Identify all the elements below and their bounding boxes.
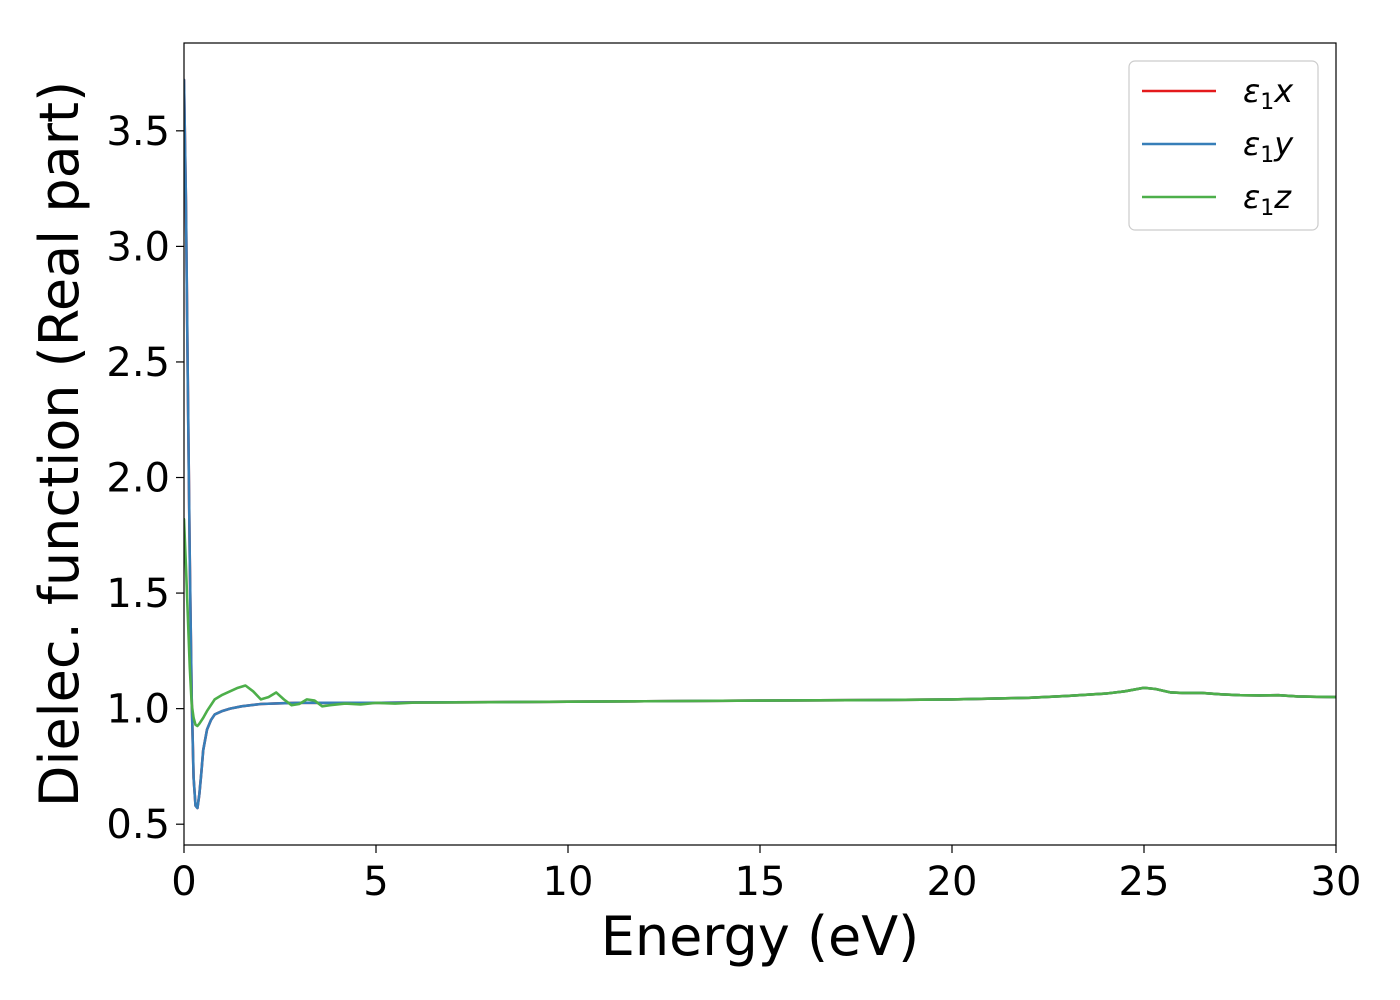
y-tick-label: 2.0 [106,456,170,502]
x-axis-label: Energy (eV) [601,905,920,968]
legend-label: ε1y [1243,125,1294,168]
x-tick-label: 20 [927,859,978,905]
x-tick-label: 25 [1119,859,1170,905]
y-tick-label: 1.5 [106,571,170,617]
y-axis-label: Dielec. function (Real part) [28,81,91,807]
x-tick-label: 5 [363,859,388,905]
legend-item-z: ε1z [1142,178,1292,221]
legend: ε1x ε1y ε1z [1128,60,1319,231]
series-layer [184,78,1336,810]
x-axis: 0 5 10 15 20 25 30 [171,845,1361,905]
y-tick-label: 3.0 [106,224,170,270]
legend-label: ε1x [1243,72,1294,115]
legend-label: ε1z [1243,178,1292,221]
y-tick-label: 1.0 [106,687,170,733]
y-axis: 0.5 1.0 1.5 2.0 2.5 3.0 3.5 [106,109,184,848]
legend-item-y: ε1y [1142,125,1294,168]
x-tick-label: 10 [543,859,594,905]
y-tick-label: 2.5 [106,340,170,386]
x-tick-label: 30 [1311,859,1362,905]
y-tick-label: 0.5 [106,802,170,848]
series-line-z [184,517,1336,728]
y-tick-label: 3.5 [106,109,170,155]
x-tick-label: 0 [171,859,196,905]
x-tick-label: 15 [735,859,786,905]
legend-box [1128,60,1319,231]
legend-item-x: ε1x [1142,72,1294,115]
